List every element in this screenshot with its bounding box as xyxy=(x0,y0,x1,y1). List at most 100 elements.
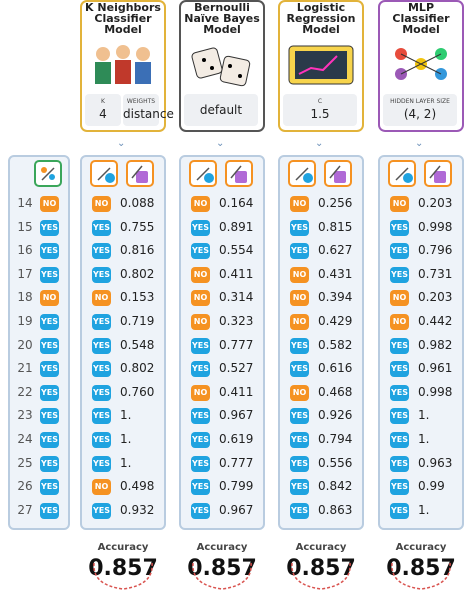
prediction-badge: YES xyxy=(290,432,309,448)
accuracy-decoration xyxy=(90,545,156,591)
prediction-badge: NO xyxy=(290,290,309,307)
prediction-badge: YES xyxy=(92,337,111,354)
prediction-badge: YES xyxy=(40,266,59,283)
probability: 0.998 xyxy=(418,219,453,234)
prediction-badge: YES xyxy=(92,243,111,260)
probability: 0.411 xyxy=(219,384,254,399)
prediction-badge: YES xyxy=(92,361,111,378)
prediction-badge: YES xyxy=(40,314,59,330)
prediction-badge: YES xyxy=(40,432,59,448)
probability: 0.088 xyxy=(120,196,155,210)
probability: 0.164 xyxy=(219,196,254,210)
accuracy-label: Accuracy xyxy=(295,542,347,553)
probability: 0.616 xyxy=(318,361,353,376)
probability: 0.802 xyxy=(120,361,155,376)
prediction-badge: YES xyxy=(40,408,59,425)
probability: 0.411 xyxy=(219,266,254,281)
accuracy-label: Accuracy xyxy=(196,542,248,553)
prediction-badge: YES xyxy=(40,243,59,260)
prediction-badge: NO xyxy=(92,479,111,496)
param-box xyxy=(184,94,258,126)
param-label: WEIGHTS xyxy=(126,98,156,105)
probability: 0.203 xyxy=(418,196,453,210)
param-box xyxy=(123,94,159,126)
prediction-badge: YES xyxy=(40,384,59,401)
probability: 0.429 xyxy=(318,314,353,328)
prediction-badge: NO xyxy=(290,384,309,401)
prediction-badge: YES xyxy=(191,455,210,472)
prediction-badge: NO xyxy=(191,384,210,401)
prediction-badge: YES xyxy=(40,337,59,354)
accuracy-value: 0.857 xyxy=(88,556,158,581)
column-icons xyxy=(189,160,255,188)
param-box xyxy=(85,94,121,126)
probability: 0.431 xyxy=(318,266,353,281)
probability: 0.799 xyxy=(219,479,254,494)
accuracy-decoration xyxy=(388,545,454,591)
prediction-badge: YES xyxy=(191,243,210,260)
prediction-badge: YES xyxy=(92,266,111,283)
prediction-badge: NO xyxy=(290,196,309,212)
prediction-badge: YES xyxy=(92,432,111,448)
prediction-badge: YES xyxy=(390,384,409,401)
probability: 0.815 xyxy=(318,219,353,234)
prediction-badge: YES xyxy=(92,384,111,401)
prediction-badge: YES xyxy=(390,408,409,425)
probability: 0.554 xyxy=(219,243,254,258)
prediction-badge: NO xyxy=(191,290,210,307)
prediction-badge: YES xyxy=(40,479,59,496)
row-index: 20 xyxy=(17,337,33,352)
probability: 0.468 xyxy=(318,384,353,399)
prediction-badge: NO xyxy=(390,290,409,307)
prediction-badge: YES xyxy=(191,408,210,425)
probability: 0.719 xyxy=(120,314,155,328)
column-icons xyxy=(388,160,454,188)
prediction-badge: YES xyxy=(390,361,409,378)
probability: 0.256 xyxy=(318,196,353,210)
prediction-badge: YES xyxy=(191,219,210,236)
row-index: 27 xyxy=(17,502,33,517)
probability: 0.731 xyxy=(418,266,453,281)
prediction-badge: YES xyxy=(290,337,309,354)
probability: 1. xyxy=(418,432,430,446)
probability: 0.982 xyxy=(418,337,453,352)
row-index: 23 xyxy=(17,408,33,423)
param-value: 4 xyxy=(99,107,107,121)
row-index: 16 xyxy=(17,243,33,258)
prediction-badge: YES xyxy=(92,219,111,236)
prediction-badge: YES xyxy=(92,314,111,330)
probability: 0.760 xyxy=(120,384,155,399)
prediction-badge: NO xyxy=(290,266,309,283)
accuracy-value: 0.857 xyxy=(386,556,456,581)
prediction-badge: YES xyxy=(92,502,111,519)
probability: 0.777 xyxy=(219,337,254,352)
probability: 0.967 xyxy=(219,408,254,423)
truth-icon xyxy=(34,160,62,187)
chevron: ⌄ xyxy=(117,138,126,149)
prediction-badge: YES xyxy=(191,479,210,496)
prediction-badge: NO xyxy=(390,314,409,330)
prediction-badge: YES xyxy=(191,432,210,448)
model-illustration xyxy=(83,40,163,90)
probability: 0.99 xyxy=(418,479,445,494)
prediction-badge: YES xyxy=(290,455,309,472)
model-title: Bernoulli Naïve Bayes Model xyxy=(184,1,260,36)
probability: 0.926 xyxy=(318,408,353,423)
prediction-badge: YES xyxy=(390,455,409,472)
prediction-badge: YES xyxy=(390,432,409,448)
probability: 0.777 xyxy=(219,455,254,470)
param-box xyxy=(383,94,457,126)
param-value: (4, 2) xyxy=(403,107,437,121)
prediction-badge: YES xyxy=(390,337,409,354)
model-title: MLP Classifier Model xyxy=(392,1,450,36)
prediction-badge: NO xyxy=(390,196,409,212)
probability: 0.816 xyxy=(120,243,155,258)
prediction-badge: YES xyxy=(191,337,210,354)
probability: 0.323 xyxy=(219,314,254,328)
probability: 0.556 xyxy=(318,455,353,470)
probability: 0.314 xyxy=(219,290,254,305)
truth-panel xyxy=(8,155,70,530)
prediction-badge: NO xyxy=(191,314,210,330)
probability: 0.967 xyxy=(219,502,254,517)
column-icons xyxy=(288,160,354,188)
